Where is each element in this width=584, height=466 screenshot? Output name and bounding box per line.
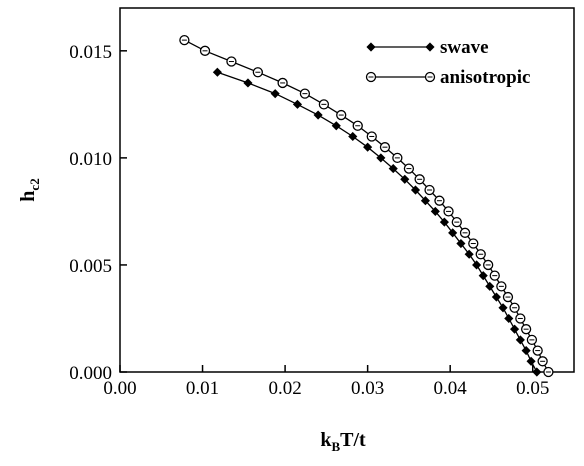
x-axis-label-rest: T/t (340, 429, 366, 451)
anisotropic-point (475, 249, 486, 260)
y-tick-label: 0.005 (69, 256, 112, 277)
swave-point (420, 196, 430, 206)
swave-point (400, 174, 410, 184)
anisotropic-point (379, 142, 391, 153)
anisotropic-point (226, 56, 237, 67)
anisotropic-point (392, 152, 403, 164)
swave-point (243, 78, 253, 88)
anisotropic-point (532, 345, 543, 356)
swave-point (456, 238, 466, 249)
anisotropic-point (179, 34, 190, 46)
y-axis: 0.000 0.005 0.010 0.015 (69, 42, 127, 384)
anisotropic-point (365, 71, 377, 83)
x-axis-label: kBT/t (320, 429, 366, 454)
x-tick-label: 0.00 (103, 378, 136, 399)
legend-label-anisotropic: anisotropic (440, 67, 530, 88)
swave-point (376, 153, 386, 163)
anisotropic-point (502, 291, 514, 303)
swave-point (292, 99, 303, 109)
anisotropic-point (468, 238, 479, 249)
x-tick-label: 0.04 (434, 378, 468, 399)
anisotropic-point (543, 366, 554, 378)
x-tick-label: 0.01 (186, 378, 219, 399)
swave-point (504, 313, 514, 324)
anisotropic-point (277, 77, 288, 89)
anisotropic-point (403, 163, 415, 174)
legend-label-swave: swave (440, 37, 489, 58)
anisotropic-point (424, 71, 436, 83)
anisotropic-point (414, 174, 425, 185)
y-tick-label: 0.010 (69, 149, 112, 170)
swave-point (388, 164, 398, 174)
anisotropic-point (252, 67, 264, 78)
swave-point (448, 228, 458, 238)
series-line-anisotropic (184, 39, 549, 373)
swave-point (478, 271, 488, 281)
plot-frame (119, 7, 575, 373)
anisotropic-point (515, 313, 526, 324)
swave-point (464, 249, 474, 259)
swave-point (348, 131, 358, 142)
anisotropic-point (424, 184, 435, 196)
swave-point (439, 217, 449, 227)
x-tick-label: 0.03 (351, 378, 384, 399)
swave-point (366, 42, 376, 52)
swave-point (521, 346, 531, 356)
y-axis-label-subscript: c2 (27, 178, 42, 190)
legend: swave anisotropic (365, 37, 530, 88)
series-layer (179, 34, 554, 378)
legend-item-swave: swave (366, 37, 489, 58)
swave-point (410, 185, 421, 195)
anisotropic-point (489, 270, 500, 281)
anisotropic-point (318, 99, 330, 110)
anisotropic-point (336, 109, 347, 121)
anisotropic-point (496, 281, 507, 292)
swave-point (270, 89, 280, 99)
swave-point (498, 303, 508, 313)
swave-point (313, 110, 323, 120)
anisotropic-point (434, 195, 445, 206)
swave-point (472, 260, 482, 270)
anisotropic-point (451, 216, 462, 228)
legend-item-anisotropic: anisotropic (365, 67, 530, 88)
swave-point (363, 142, 373, 152)
swave-point (485, 281, 495, 291)
anisotropic-point (520, 324, 532, 335)
anisotropic-point (509, 302, 520, 313)
anisotropic-point (459, 227, 471, 238)
y-tick-label: 0.000 (69, 363, 112, 384)
x-axis: 0.00 0.01 0.02 0.03 0.04 0.05 (103, 365, 549, 399)
series-line-swave (217, 71, 538, 373)
swave-point (212, 67, 222, 77)
anisotropic-point (526, 334, 538, 346)
swave-point (425, 42, 435, 52)
swave-point (532, 367, 542, 377)
swave-point (515, 335, 525, 345)
y-axis-label: hc2 (17, 178, 42, 201)
anisotropic-point (199, 45, 211, 56)
anisotropic-point (537, 356, 548, 367)
x-tick-label: 0.02 (268, 378, 301, 399)
series-swave (212, 67, 542, 377)
x-axis-label-main: k (320, 429, 332, 451)
x-tick-label: 0.05 (516, 378, 549, 399)
swave-point (491, 292, 501, 302)
swave-point (430, 206, 440, 216)
series-anisotropic (179, 34, 554, 378)
swave-point (510, 324, 520, 334)
anisotropic-point (443, 206, 454, 217)
swave-point (331, 121, 341, 131)
anisotropic-point (366, 131, 377, 142)
swave-point (526, 356, 536, 366)
y-axis-label-main: h (17, 191, 39, 202)
anisotropic-point (352, 120, 363, 131)
anisotropic-point (483, 259, 494, 271)
anisotropic-point (299, 88, 311, 99)
y-tick-label: 0.015 (69, 42, 112, 63)
x-axis-label-subscript: B (331, 439, 340, 454)
